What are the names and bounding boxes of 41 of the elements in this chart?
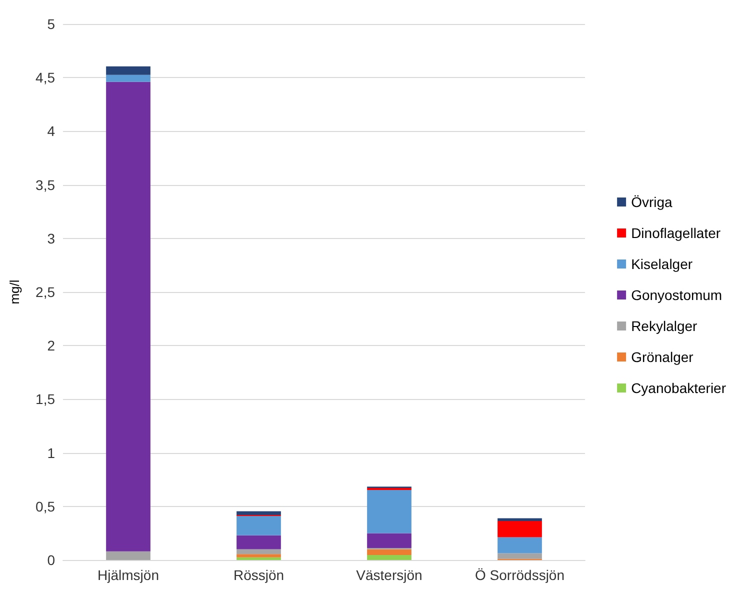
y-tick-label: 1,5 <box>36 391 56 408</box>
x-tick-label: Ö Sorrödssjön <box>475 567 564 583</box>
y-tick-label: 4,5 <box>36 70 56 86</box>
bar <box>106 74 150 82</box>
bar <box>498 518 542 521</box>
y-tick-label: 2,5 <box>36 284 56 300</box>
legend-label: Övriga <box>631 194 673 210</box>
bar <box>236 511 281 515</box>
y-tick-label: 3 <box>47 230 56 246</box>
y-tick-label: 0,5 <box>36 498 56 514</box>
legend-label: Gonyostomum <box>631 287 722 303</box>
legend-label: Grönalger <box>631 349 694 365</box>
bar <box>236 554 281 558</box>
y-axis-title: mg/l <box>7 280 22 304</box>
y-tick-label: 2 <box>47 338 56 354</box>
bar <box>367 549 412 555</box>
x-tick-label: Rössjön <box>233 567 284 583</box>
legend-label: Cyanobakterier <box>631 380 726 396</box>
bar <box>106 551 150 560</box>
bar <box>367 533 412 548</box>
bar <box>236 516 281 536</box>
bar <box>236 535 281 550</box>
bar <box>367 554 412 560</box>
bar <box>236 557 281 560</box>
x-tick-label: Hjälmsjön <box>98 567 159 583</box>
y-tick-label: 4 <box>47 123 56 140</box>
bar <box>367 490 412 534</box>
bar <box>236 549 281 554</box>
legend-label: Rekylalger <box>631 318 698 334</box>
y-tick-label: 0 <box>47 552 56 568</box>
legend-label: Kiselalger <box>631 256 693 272</box>
legend-label: Dinoflagellater <box>631 225 721 241</box>
bar <box>498 520 542 538</box>
x-tick-label: Västersjön <box>356 567 422 583</box>
bar <box>498 537 542 554</box>
y-tick-label: 5 <box>47 16 56 32</box>
bar <box>498 553 542 559</box>
y-tick-label: 3,5 <box>36 176 56 193</box>
y-tick-label: 1 <box>47 444 56 461</box>
bar <box>106 66 150 75</box>
bar <box>106 82 150 552</box>
